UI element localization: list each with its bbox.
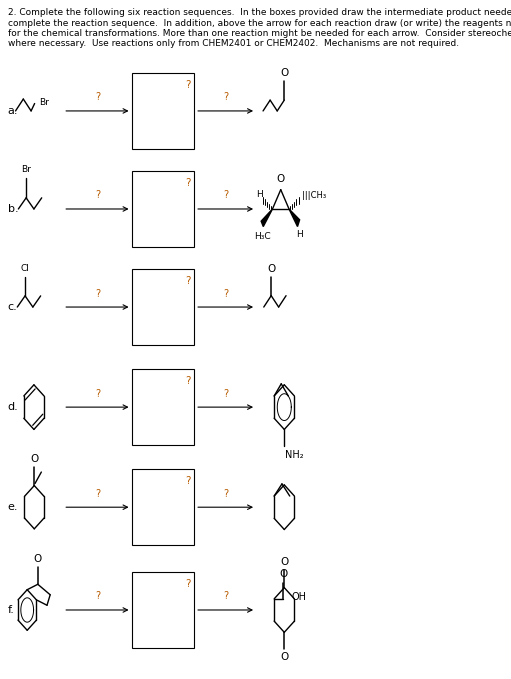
Text: O: O: [279, 570, 287, 579]
Text: ?: ?: [95, 191, 100, 200]
Text: |||CH₃: |||CH₃: [302, 191, 326, 200]
Text: O: O: [34, 553, 42, 564]
Text: Br: Br: [39, 98, 49, 107]
Bar: [132, 369, 194, 445]
Text: Br: Br: [21, 165, 31, 174]
Polygon shape: [261, 209, 272, 227]
Text: b.: b.: [8, 204, 18, 214]
Polygon shape: [289, 209, 299, 227]
Bar: [132, 269, 194, 345]
Text: H: H: [256, 189, 263, 199]
Text: a.: a.: [8, 106, 18, 116]
Text: O: O: [30, 454, 38, 464]
Text: ?: ?: [185, 276, 191, 286]
Text: H₃C: H₃C: [254, 232, 271, 240]
Text: O: O: [280, 557, 288, 567]
Bar: [132, 469, 194, 545]
Text: O: O: [280, 68, 288, 78]
Text: H: H: [296, 230, 303, 239]
Text: O: O: [276, 174, 285, 184]
Bar: [132, 73, 194, 149]
Text: O: O: [280, 652, 288, 661]
Text: O: O: [267, 263, 275, 274]
Text: NH₂: NH₂: [285, 450, 304, 460]
Text: ?: ?: [185, 178, 191, 188]
Text: ?: ?: [223, 92, 228, 103]
Text: d.: d.: [8, 402, 18, 412]
Text: ?: ?: [223, 388, 228, 399]
Text: ?: ?: [95, 489, 100, 498]
Text: 2. Complete the following six reaction sequences.  In the boxes provided draw th: 2. Complete the following six reaction s…: [8, 8, 511, 48]
Text: ?: ?: [95, 289, 100, 299]
Text: ?: ?: [95, 591, 100, 602]
Text: OH: OH: [291, 592, 306, 602]
Text: f.: f.: [8, 605, 15, 615]
Text: ?: ?: [95, 92, 100, 103]
Text: ?: ?: [185, 376, 191, 386]
Text: ?: ?: [185, 476, 191, 486]
Text: ?: ?: [95, 388, 100, 399]
Bar: [132, 572, 194, 648]
Text: ?: ?: [185, 579, 191, 589]
Text: ?: ?: [185, 80, 191, 90]
Text: Cl: Cl: [20, 264, 30, 274]
Text: e.: e.: [8, 502, 18, 512]
Text: ?: ?: [223, 289, 228, 299]
Text: ?: ?: [223, 191, 228, 200]
Bar: [132, 171, 194, 247]
Text: ?: ?: [223, 489, 228, 498]
Text: ?: ?: [223, 591, 228, 602]
Text: c.: c.: [8, 302, 17, 312]
